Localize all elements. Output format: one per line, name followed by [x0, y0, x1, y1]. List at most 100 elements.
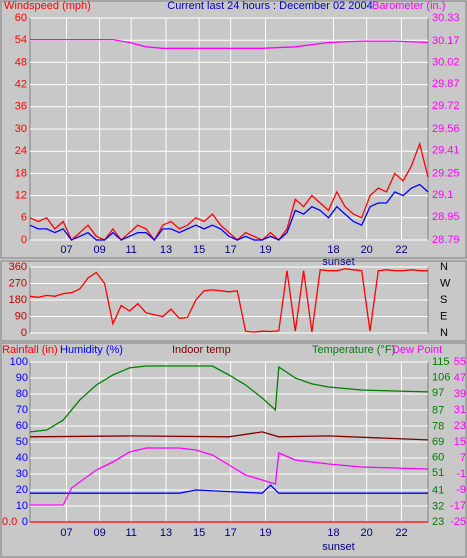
y-tick-label: 100 [10, 356, 28, 368]
x-tick-label: 15 [193, 244, 205, 256]
y-tick-label: 80 [16, 388, 28, 400]
y-tick-label: 20 [16, 484, 28, 496]
x-tick-label: 20 [361, 527, 373, 539]
y-tick-label: 15 [454, 436, 466, 448]
x-tick-label: 20 [361, 244, 373, 256]
y-tick-label: 30.02 [432, 57, 460, 69]
y-tick-label: 50 [16, 436, 28, 448]
annotation: sunset [322, 541, 354, 553]
y-tick-label: 29.56 [432, 123, 460, 135]
y-tick-label: N [440, 261, 448, 273]
y-axis-title: Windspeed (mph) [4, 0, 91, 12]
y-tick-label: 39 [454, 388, 466, 400]
y-tick-label: 0 [21, 234, 27, 246]
y-tick-label: W [440, 277, 451, 289]
x-tick-label: 18 [327, 527, 339, 539]
y-tick-label: 60 [432, 452, 444, 464]
y-tick-label: 70 [16, 404, 28, 416]
y-tick-label: 60 [15, 12, 27, 24]
x-tick-label: 07 [60, 244, 72, 256]
y-tick-label: 47 [454, 372, 466, 384]
y-tick-label: 29.1 [432, 189, 453, 201]
y-tick-label: 18 [15, 167, 27, 179]
y-tick-label: 41 [432, 485, 444, 497]
y-tick-label: 115 [432, 356, 450, 368]
y-tick-label: 78 [432, 420, 444, 432]
y-tick-label: -1 [456, 468, 466, 480]
y-tick-label: 0.0 [2, 516, 17, 528]
y-tick-label: 48 [15, 56, 27, 68]
y-tick-label: 29.87 [432, 78, 460, 90]
x-tick-label: 19 [259, 527, 271, 539]
y-tick-label: 29.25 [432, 168, 460, 180]
y-tick-label: 30.17 [432, 35, 460, 47]
annotation: sunset [322, 256, 354, 268]
series-label: Indoor temp [172, 344, 231, 356]
x-tick-label: 11 [125, 244, 136, 256]
y-tick-label: 360 [9, 261, 27, 273]
series-label: Rainfall (in) [2, 344, 58, 356]
series-line [29, 268, 428, 333]
x-tick-label: 13 [160, 527, 172, 539]
y-tick-label: 32 [432, 500, 444, 512]
series-line [29, 365, 429, 433]
y-tick-label: 180 [9, 294, 27, 306]
y-tick-label: 30 [16, 468, 28, 480]
y-tick-label: -25 [450, 516, 466, 528]
y-tick-label: 90 [16, 372, 28, 384]
y2-axis-title: Barometer (in.) [372, 0, 445, 12]
y-tick-label: 36 [15, 101, 27, 113]
y-tick-label: 55 [454, 356, 466, 368]
y-tick-label: N [440, 327, 448, 339]
y-tick-label: S [440, 294, 447, 306]
x-tick-label: 18 [327, 244, 339, 256]
y-tick-label: 10 [16, 500, 28, 512]
y-tick-label: E [440, 310, 447, 322]
y-tick-label: 30.33 [432, 12, 460, 24]
series-line [29, 431, 429, 441]
y-tick-label: 7 [460, 452, 466, 464]
y-tick-label: 87 [432, 405, 444, 417]
series-label: Humidity (%) [60, 344, 123, 356]
y-tick-label: 270 [9, 277, 27, 289]
y-tick-label: 30 [15, 123, 27, 135]
series-line [30, 484, 428, 494]
y-tick-label: 29.41 [432, 145, 460, 157]
panel-frame [0, 260, 467, 342]
y-tick-label: 0 [22, 516, 28, 528]
x-tick-label: 11 [125, 527, 136, 539]
x-tick-label: 22 [395, 527, 407, 539]
x-tick-label: 17 [225, 527, 237, 539]
y-tick-label: 6 [21, 212, 27, 224]
series-label: Temperature (°F) [312, 344, 395, 356]
x-tick-label: 13 [160, 244, 172, 256]
y-tick-label: 24 [15, 145, 27, 157]
y-tick-label: -9 [456, 484, 466, 496]
y-tick-label: 51 [432, 467, 444, 479]
x-tick-label: 15 [193, 527, 205, 539]
y-tick-label: 31 [454, 404, 466, 416]
y-tick-label: 69 [432, 436, 444, 448]
panel-frame [0, 342, 467, 558]
series-line [29, 141, 429, 242]
chart-title: Current last 24 hours : December 02 2004 [167, 0, 372, 12]
y-tick-label: 40 [16, 452, 28, 464]
y-tick-label: 23 [432, 516, 444, 528]
y-tick-label: 106 [432, 372, 450, 384]
series-line [29, 183, 429, 241]
y-tick-label: 42 [15, 79, 27, 91]
x-tick-label: 09 [94, 527, 106, 539]
series-line [30, 447, 429, 506]
y-tick-label: 29.72 [432, 100, 460, 112]
y-tick-label: 28.79 [432, 234, 460, 246]
y-tick-label: 97 [432, 387, 444, 399]
y-tick-label: 12 [15, 190, 27, 202]
y-tick-label: 23 [454, 420, 466, 432]
y-tick-label: 0 [21, 327, 27, 339]
y-tick-label: 54 [15, 34, 27, 46]
y-tick-label: -17 [450, 500, 466, 512]
y-tick-label: 90 [15, 310, 27, 322]
x-tick-label: 17 [225, 244, 237, 256]
panel-frame [0, 0, 467, 259]
